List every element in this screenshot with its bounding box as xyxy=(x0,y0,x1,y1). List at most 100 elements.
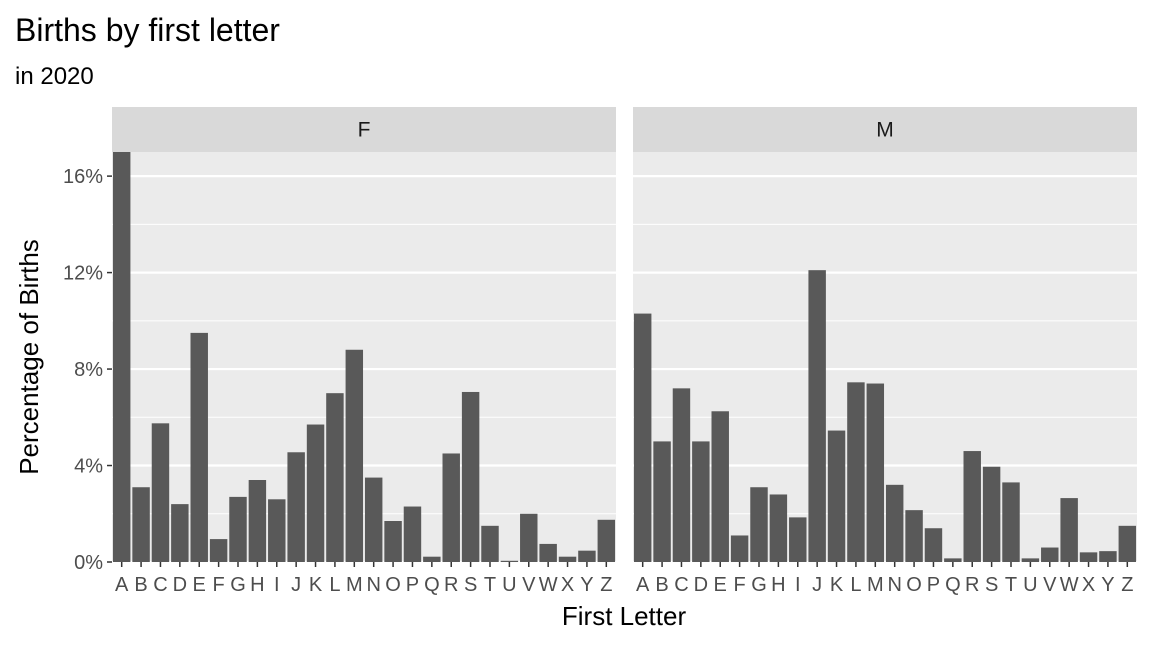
x-tick-label: N xyxy=(366,574,380,596)
bar-f-j xyxy=(287,452,305,562)
bar-f-e xyxy=(190,332,208,562)
bar-f-q xyxy=(423,556,441,562)
x-tick-label: T xyxy=(484,574,496,596)
bar-m-t xyxy=(1002,482,1020,562)
bar-m-e xyxy=(711,411,729,562)
bar-f-v xyxy=(520,513,538,562)
bar-f-c xyxy=(151,423,170,562)
bar-m-x xyxy=(1079,552,1098,562)
x-tick-label: I xyxy=(274,574,280,596)
facet-strip xyxy=(112,107,616,152)
bar-f-p xyxy=(403,506,422,562)
x-tick-label: Y xyxy=(580,574,593,596)
bar-f-w xyxy=(539,543,557,562)
bar-m-b xyxy=(653,441,671,562)
x-tick-label: B xyxy=(655,574,668,596)
bar-m-i xyxy=(789,517,807,562)
chart-title: Births by first letter xyxy=(15,12,280,48)
x-tick-label: U xyxy=(1023,574,1037,596)
x-tick-label: W xyxy=(539,574,558,596)
x-tick-label: P xyxy=(927,574,940,596)
bar-f-l xyxy=(326,393,344,562)
bar-f-r xyxy=(442,453,460,562)
bar-m-j xyxy=(808,270,826,562)
y-tick-label: 4% xyxy=(74,456,103,478)
bar-m-h xyxy=(769,494,788,562)
x-tick-label: E xyxy=(714,574,727,596)
x-tick-label: J xyxy=(291,574,301,596)
bar-m-n xyxy=(885,484,904,562)
bar-f-y xyxy=(578,550,596,562)
x-tick-label: D xyxy=(694,574,708,596)
x-tick-label: B xyxy=(134,574,147,596)
y-tick-label: 16% xyxy=(63,166,103,188)
x-axis-title: First Letter xyxy=(562,601,687,631)
y-tick-label: 8% xyxy=(74,359,103,381)
bar-f-k xyxy=(306,424,325,562)
panel-background xyxy=(112,152,616,562)
x-tick-label: C xyxy=(674,574,688,596)
y-tick-label: 12% xyxy=(63,263,103,285)
facet-strip xyxy=(633,107,1137,152)
bar-f-b xyxy=(132,487,150,562)
x-tick-label: X xyxy=(1082,574,1095,596)
x-tick-label: H xyxy=(771,574,785,596)
bar-m-z xyxy=(1118,525,1137,562)
y-tick-label: 0% xyxy=(74,552,103,574)
bar-m-l xyxy=(847,382,865,562)
x-tick-label: V xyxy=(522,574,536,596)
x-tick-label: N xyxy=(887,574,901,596)
bar-f-h xyxy=(248,480,267,562)
bar-f-o xyxy=(384,521,402,562)
x-tick-label: Z xyxy=(600,574,612,596)
bar-m-q xyxy=(944,558,962,562)
bar-m-p xyxy=(924,528,943,562)
bar-f-i xyxy=(268,499,286,562)
bar-m-w xyxy=(1060,498,1078,562)
x-tick-label: F xyxy=(213,574,225,596)
x-tick-label: I xyxy=(795,574,801,596)
x-tick-label: W xyxy=(1060,574,1079,596)
bar-m-k xyxy=(827,430,846,562)
x-tick-label: S xyxy=(985,574,998,596)
x-tick-label: U xyxy=(502,574,516,596)
bar-f-z xyxy=(597,519,616,562)
bar-m-o xyxy=(905,510,923,562)
bar-m-a xyxy=(633,313,652,562)
x-tick-label: R xyxy=(444,574,458,596)
x-tick-label: P xyxy=(406,574,419,596)
bar-m-c xyxy=(672,388,691,562)
y-axis-title: Percentage of Births xyxy=(14,239,44,475)
bar-m-s xyxy=(982,466,1001,562)
bar-m-r xyxy=(963,451,981,562)
x-tick-label: O xyxy=(385,574,401,596)
x-tick-label: Z xyxy=(1121,574,1133,596)
bar-f-m xyxy=(345,349,364,562)
bar-m-g xyxy=(750,487,768,562)
x-tick-label: F xyxy=(734,574,746,596)
x-tick-label: K xyxy=(830,574,844,596)
x-tick-label: D xyxy=(173,574,187,596)
bar-m-m xyxy=(866,383,885,562)
facet-panels: FA B C D E F G H I J K L M N O P Q R S T U V W X Y ZMA B C D E F G H I J K L… xyxy=(112,107,1137,596)
x-tick-label: V xyxy=(1043,574,1057,596)
x-tick-label: R xyxy=(965,574,979,596)
x-tick-label: M xyxy=(346,574,363,596)
bar-f-g xyxy=(229,496,247,562)
x-tick-label: G xyxy=(751,574,767,596)
x-tick-label: C xyxy=(153,574,167,596)
bar-f-u xyxy=(500,560,519,562)
bar-m-v xyxy=(1041,547,1059,562)
x-tick-label: H xyxy=(250,574,264,596)
x-tick-label: K xyxy=(309,574,323,596)
bar-f-f xyxy=(209,539,228,562)
facet-panel-m: MA B C D E F G H I J K L M N O P Q R S T U V W X Y Z xyxy=(633,107,1137,596)
x-tick-label: E xyxy=(193,574,206,596)
x-tick-label: A xyxy=(115,574,129,596)
x-tick-label: M xyxy=(867,574,884,596)
bar-f-t xyxy=(481,525,499,562)
x-tick-label: T xyxy=(1005,574,1017,596)
bar-m-f xyxy=(730,535,749,562)
y-axis: 0% 4% 8% 12% 16% xyxy=(63,166,112,574)
